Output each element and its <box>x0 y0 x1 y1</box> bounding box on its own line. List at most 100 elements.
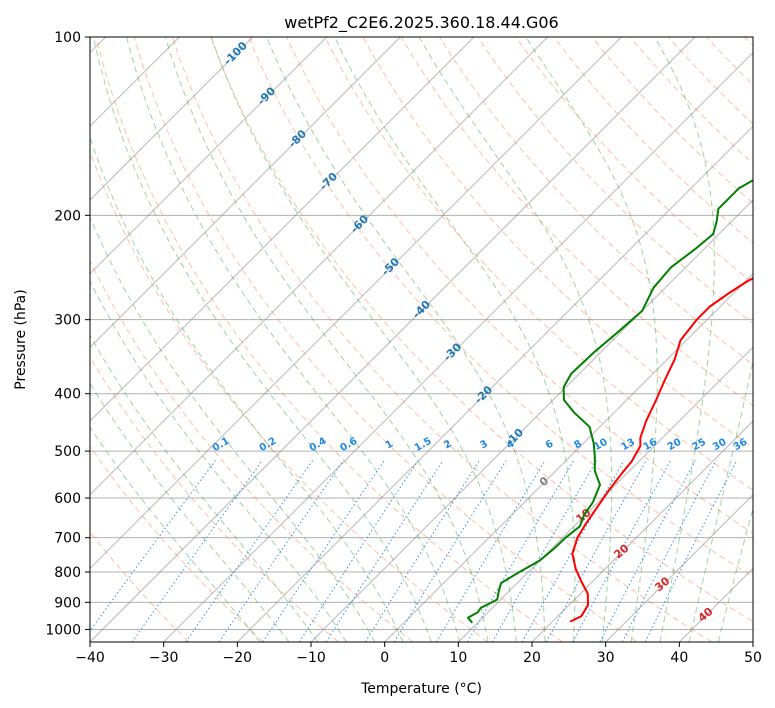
isotherm-line <box>90 37 475 422</box>
isotherm-label: -100 <box>221 39 250 68</box>
moist-adiabat-line <box>90 215 376 642</box>
y-tick-label: 300 <box>54 313 81 329</box>
y-tick-label: 900 <box>54 595 81 611</box>
isotherm-line <box>236 125 753 642</box>
dry-adiabat-line <box>591 37 753 204</box>
isotherm-label: -20 <box>472 383 495 406</box>
dry-adiabat-line <box>95 37 563 642</box>
x-tick-label: −40 <box>75 650 105 666</box>
mixing-ratio-line <box>467 460 575 642</box>
y-tick-label: 500 <box>54 444 81 460</box>
x-tick-label: 30 <box>597 650 615 666</box>
background-lines <box>90 37 753 642</box>
mixing-ratio-line <box>435 460 546 642</box>
isotherm-line <box>384 272 753 642</box>
mixing-ratio-line <box>298 460 419 642</box>
mixing-ratio-line <box>90 460 216 632</box>
moist-adiabat-line <box>525 37 658 642</box>
mixing-ratio-line <box>491 460 598 642</box>
x-tick-label: −10 <box>296 650 326 666</box>
profile-lines <box>467 179 753 624</box>
isotherm-line <box>605 493 753 642</box>
mixing-ratio-label: 3 <box>478 438 490 451</box>
isotherm-label: -60 <box>348 212 371 235</box>
moist-adiabat-line <box>418 37 613 642</box>
isotherm-line <box>752 641 753 642</box>
isotherm-line <box>457 346 753 642</box>
moist-adiabat-line <box>90 135 404 642</box>
y-tick-label: 800 <box>54 565 81 581</box>
isotherm-label: -90 <box>255 84 278 107</box>
y-axis-label: Pressure (hPa) <box>13 289 29 389</box>
temperature-profile-line <box>569 277 753 623</box>
isotherm-line <box>163 51 753 642</box>
y-tick-label: 100 <box>54 30 81 46</box>
mixing-ratio-line <box>521 460 625 642</box>
x-tick-label: 50 <box>744 650 762 666</box>
dry-adiabat-line <box>248 37 753 578</box>
y-tick-label: 400 <box>54 387 81 403</box>
mixing-ratio-line <box>325 460 444 642</box>
x-tick-label: 10 <box>449 650 467 666</box>
x-tick-label: 20 <box>523 650 541 666</box>
moist-adiabat-line <box>92 37 432 642</box>
mixing-ratio-line <box>393 460 507 642</box>
x-tick-label: 40 <box>670 650 688 666</box>
moist-adiabat-line <box>266 37 546 642</box>
dry-adiabat-line <box>90 356 339 642</box>
dry-adiabat-line <box>629 37 753 165</box>
isotherm-line <box>310 199 753 642</box>
mixing-ratio-line <box>364 460 480 642</box>
plot-frame <box>89 36 754 643</box>
dry-adiabat-label: 20 <box>612 541 632 561</box>
y-tick-label: 700 <box>54 531 81 547</box>
mixing-ratio-label: 1 <box>384 438 396 451</box>
isotherm-label: -50 <box>379 255 402 278</box>
dry-adiabat-line <box>668 37 753 125</box>
dry-adiabat-line <box>90 259 414 642</box>
isotherm-label: -80 <box>286 127 309 150</box>
x-axis-label: Temperature (°C) <box>360 681 482 697</box>
moist-adiabat-line <box>126 37 461 642</box>
moist-adiabat-line <box>90 426 261 642</box>
x-tick-label: −20 <box>223 650 253 666</box>
chart-title: wetPf2_C2E6.2025.360.18.44.G06 <box>284 13 558 33</box>
dry-adiabat-line <box>362 37 753 449</box>
moist-adiabat-line <box>717 506 753 642</box>
mixing-ratio-label: 4 <box>505 438 517 451</box>
isotherm-line <box>90 37 549 496</box>
dry-adiabat-line <box>90 445 264 642</box>
dewpoint-profile-line <box>467 179 753 624</box>
y-tick-label: 200 <box>54 208 81 224</box>
axes: −40 −30 −20 −10 0 10 20 30 40 5010009008007006005… <box>45 30 762 666</box>
mixing-ratio-line <box>644 460 738 642</box>
dry-adiabat-line <box>477 37 753 325</box>
dry-adiabat-line <box>171 37 712 642</box>
moist-adiabat-line <box>688 358 753 642</box>
mixing-ratio-line <box>185 460 314 642</box>
mixing-ratio-line <box>545 460 647 642</box>
mixing-ratio-label: 8 <box>572 438 584 451</box>
isotherm-label: -40 <box>410 298 433 321</box>
dry-adiabat-line <box>400 37 753 407</box>
isotherm-line <box>90 37 328 275</box>
isotherm-line <box>90 37 622 570</box>
isotherm-line <box>678 567 753 642</box>
isotherm-label: -30 <box>441 340 464 363</box>
mixing-ratio-line <box>131 460 263 642</box>
dry-adiabat-line <box>90 150 488 642</box>
mixing-ratio-line <box>262 460 385 642</box>
y-tick-label: 1000 <box>45 622 81 638</box>
isotherm-line <box>90 37 254 201</box>
isotherm-line <box>90 37 401 349</box>
moist-adiabat-line <box>164 37 489 642</box>
x-tick-label: −30 <box>149 650 179 666</box>
dry-adiabat-line <box>133 37 638 642</box>
isotherm-line <box>531 420 753 642</box>
moist-adiabat-line <box>210 37 517 642</box>
moist-adiabat-line <box>334 37 576 642</box>
mixing-ratio-label: 2 <box>442 438 454 451</box>
mixing-ratio-line <box>218 460 344 642</box>
isotherm-line <box>90 37 696 642</box>
